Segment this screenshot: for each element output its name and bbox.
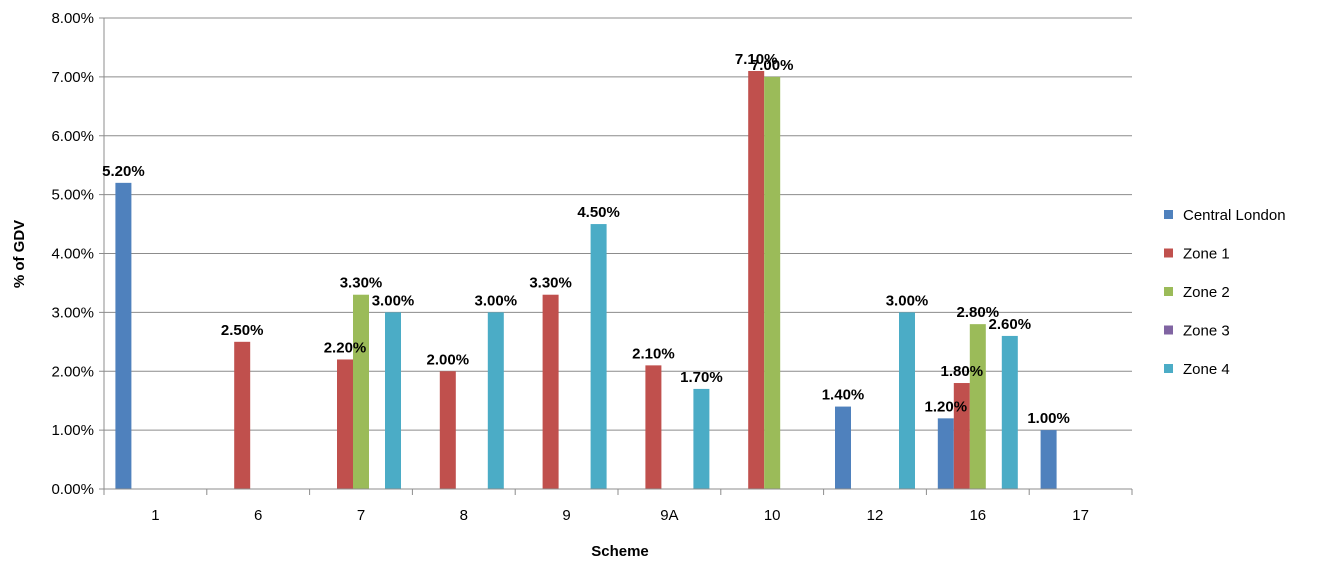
data-label: 2.60% [989,316,1032,333]
gridlines [104,17,1132,431]
data-label: 2.00% [427,351,470,368]
y-axis-title: % of GDV [11,220,28,288]
bar [953,383,970,489]
data-label: 3.00% [886,292,929,309]
bar [1040,430,1057,489]
y-tick-label: 4.00% [51,246,94,263]
bar [542,294,559,489]
bar [748,70,765,490]
x-tick-label: 16 [969,507,986,524]
data-label: 3.30% [529,275,572,292]
x-tick-label: 7 [357,507,365,524]
legend-label: Zone 1 [1183,246,1230,263]
x-tick-label: 9 [562,507,570,524]
y-tick-label: 5.00% [51,187,94,204]
data-labels: 5.20% 1.40% 1.20% 1.00% 2.50% 2.20% 2.00% 3.30%… [102,51,1070,427]
data-label: 1.20% [925,398,968,415]
legend-swatch [1164,287,1173,296]
x-tick-label: 6 [254,507,262,524]
data-label: 1.70% [680,369,723,386]
bar [234,341,251,489]
y-tick-label: 0.00% [51,481,94,498]
data-label: 2.50% [221,322,264,339]
legend-swatch [1164,364,1173,373]
bar [969,324,986,489]
legend-swatch [1164,210,1173,219]
x-tick-label: 9A [660,507,678,524]
x-tick-label: 8 [460,507,468,524]
x-axis-ticks: 1 6 7 8 9 9A 10 12 16 17 [103,489,1133,524]
bar [385,312,401,489]
data-label: 3.00% [475,292,518,309]
legend-label: Zone 4 [1183,361,1230,378]
bar [899,312,915,489]
data-label: 2.20% [324,339,367,356]
bar [764,76,781,489]
legend-swatch [1164,248,1173,258]
y-axis-ticks: 0.00% 1.00% 2.00% 3.00% 4.00% 5.00% 6.00% 7.00%… [51,10,104,498]
x-axis-title: Scheme [591,543,649,560]
data-label: 1.80% [941,363,984,380]
bars [115,70,1057,490]
legend-swatch [1164,325,1173,335]
data-label: 7.00% [751,57,794,74]
y-tick-label: 3.00% [51,304,94,321]
y-tick-label: 2.00% [51,363,94,380]
x-tick-label: 17 [1072,507,1089,524]
legend-label: Central London [1183,207,1286,224]
bar [835,406,851,489]
data-label: 2.10% [632,345,675,362]
bar [439,371,456,489]
data-label: 3.00% [372,292,415,309]
bar [590,224,607,489]
bar [645,365,662,489]
legend: Central London Zone 1 Zone 2 Zone 3 Zone 4 [1164,207,1286,378]
x-tick-label: 10 [764,507,781,524]
bar [693,388,710,489]
data-label: 1.00% [1027,410,1070,427]
legend-label: Zone 3 [1183,323,1230,340]
bar [115,182,132,489]
bar [353,294,369,489]
bar [337,359,353,489]
data-label: 4.50% [577,204,620,221]
bar [1001,335,1018,489]
y-tick-label: 7.00% [51,69,94,86]
data-label: 1.40% [822,387,865,404]
y-tick-label: 1.00% [51,422,94,439]
y-tick-label: 8.00% [51,10,94,27]
data-label: 5.20% [102,163,145,180]
data-label: 2.80% [957,304,1000,321]
bar [937,418,954,489]
data-label: 3.30% [340,275,383,292]
x-tick-label: 12 [867,507,884,524]
legend-label: Zone 2 [1183,284,1230,301]
x-tick-label: 1 [151,507,159,524]
bar [487,312,504,489]
data-label: 7.10% [735,51,778,68]
y-tick-label: 6.00% [51,128,94,145]
